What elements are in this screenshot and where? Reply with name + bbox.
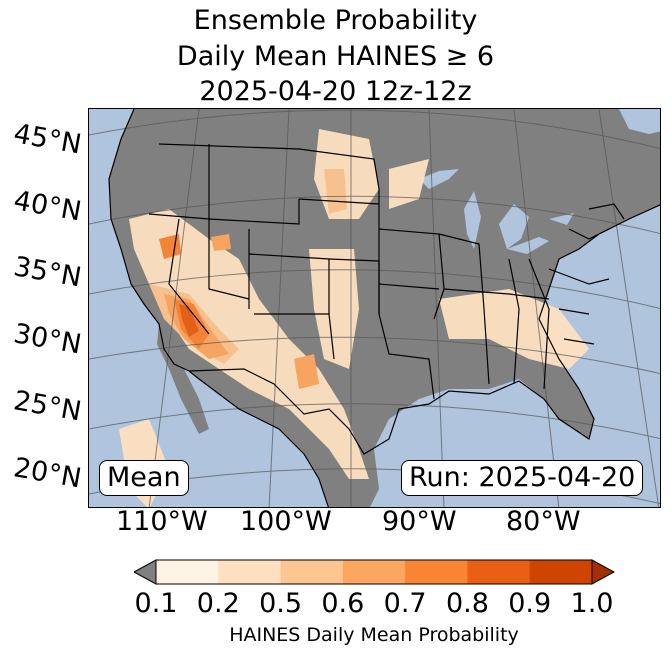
baja-peninsula: [157, 324, 209, 434]
colorbar-tick-label: 1.0: [570, 588, 614, 619]
lon-label-90w: 90°W: [382, 506, 457, 537]
colorbar-swatch: [342, 560, 406, 584]
state-boundaries: [108, 109, 660, 507]
colorbar-label: HAINES Daily Mean Probability: [229, 624, 519, 646]
colorbar-over-arrow: [591, 559, 616, 585]
map-svg: [89, 109, 660, 507]
colorbar-swatch: [218, 560, 282, 584]
colorbar-swatch: [529, 560, 593, 584]
colorbar-tick-label: 0.8: [445, 588, 489, 619]
lat-label-35: 35°N: [11, 251, 84, 294]
lon-label-100w: 100°W: [240, 506, 332, 537]
colorbar: [134, 559, 616, 585]
run-date-badge: Run: 2025-04-20: [401, 460, 644, 496]
lat-label-30: 30°N: [11, 318, 84, 361]
colorbar-swatch: [280, 560, 344, 584]
lat-label-25: 25°N: [11, 385, 84, 428]
great-lakes: [419, 169, 574, 254]
colorbar-tick-label: 0.9: [508, 588, 552, 619]
colorbar-under-arrow: [134, 559, 157, 585]
lat-label-45: 45°N: [11, 118, 84, 161]
lon-label-80w: 80°W: [506, 506, 581, 537]
colorbar-tick-label: 0.1: [134, 588, 178, 619]
colorbar-swatch: [467, 560, 531, 584]
lat-label-40: 40°N: [11, 185, 84, 228]
map-panel: Mean Run: 2025-04-20: [88, 108, 661, 508]
colorbar-tick-label: 0.6: [321, 588, 365, 619]
title-line-3: 2025-04-20 12z-12z: [199, 76, 472, 107]
colorbar-tick-label: 0.2: [196, 588, 240, 619]
colorbar-swatch: [156, 560, 219, 584]
title-line-2: Daily Mean HAINES ≥ 6: [176, 41, 495, 72]
colorbar-swatch: [405, 560, 468, 584]
colorbar-tick-label: 0.7: [383, 588, 427, 619]
lon-label-110w: 110°W: [116, 506, 208, 537]
lat-label-20: 20°N: [11, 452, 84, 495]
colorbar-outline: [155, 559, 593, 585]
colorbar-tick-label: 0.5: [259, 588, 303, 619]
graticule: [89, 109, 660, 507]
title-line-1: Ensemble Probability: [193, 5, 478, 36]
mean-badge: Mean: [99, 460, 189, 496]
